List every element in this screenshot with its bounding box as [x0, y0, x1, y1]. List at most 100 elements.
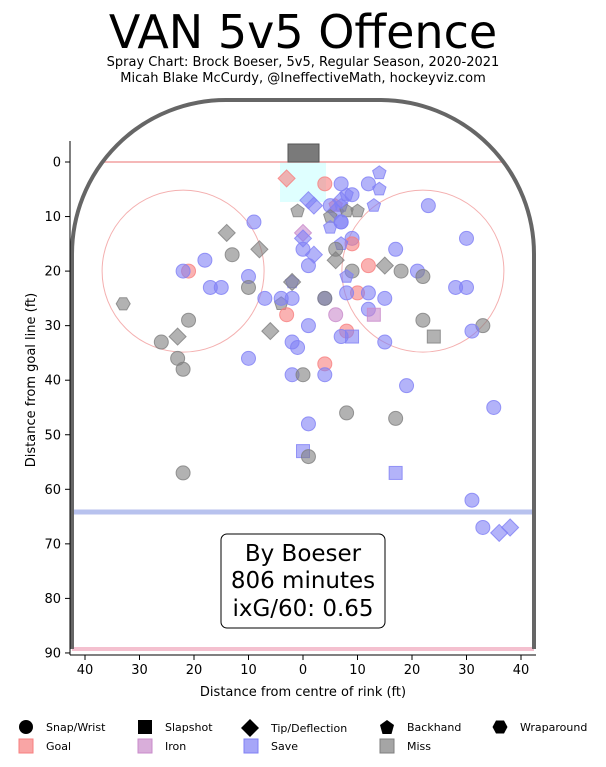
shot-mark	[464, 492, 480, 508]
shot-mark	[393, 263, 409, 279]
chart-title: VAN 5v5 Offence	[108, 5, 498, 59]
shot-mark	[339, 405, 355, 421]
shot-mark	[375, 256, 395, 275]
shot-mark	[175, 263, 191, 279]
shot-mark	[213, 279, 229, 295]
shot-mark	[339, 285, 355, 301]
iron-swatch-icon	[137, 738, 153, 754]
shot-mark	[345, 329, 360, 344]
shot-mark	[420, 198, 436, 214]
y-tick-label: 20	[44, 265, 61, 280]
shot-mark	[333, 176, 349, 192]
shot-mark	[175, 465, 191, 481]
hexagon-icon	[492, 720, 508, 734]
diamond-icon	[241, 719, 259, 737]
shot-mark	[295, 367, 311, 383]
shot-mark	[115, 297, 131, 311]
shot-mark	[290, 339, 306, 355]
legend-item-goal: Goal	[18, 738, 71, 754]
chart-subtitle: Spray Chart: Brock Boeser, 5v5, Regular …	[106, 55, 500, 70]
x-tick-label: 10	[240, 663, 257, 678]
chart-credit: Micah Blake McCurdy, @IneffectiveMath, h…	[120, 71, 486, 86]
axes: 40 30 20 10 0 10 20 30 40 0 10 20 30 40 50 60 70 80 90 Dist…	[24, 141, 536, 700]
pentagon-icon	[380, 720, 394, 734]
shot-mark	[360, 285, 376, 301]
legend-item-snap-wrist: Snap/Wrist	[18, 719, 105, 735]
shot-mark	[317, 367, 333, 383]
y-axis-label: Distance from goal line (ft)	[24, 293, 39, 467]
shot-mark	[304, 196, 324, 215]
shot-mark	[360, 176, 376, 192]
faceoff-circle-left	[101, 189, 265, 353]
y-tick-label: 50	[44, 428, 61, 443]
shot-mark	[181, 312, 197, 328]
legend-item-iron: Iron	[137, 738, 186, 754]
miss-swatch-icon	[379, 738, 395, 754]
legend-item-backhand: Backhand	[379, 719, 461, 735]
info-box-player: By Boeser	[245, 541, 362, 567]
shot-mark	[241, 350, 256, 366]
shot-mark	[241, 279, 256, 295]
shot-mark	[224, 247, 240, 263]
y-tick-label: 70	[44, 537, 61, 552]
shot-mark	[377, 334, 393, 350]
square-icon	[138, 720, 152, 734]
legend-item-miss: Miss	[379, 738, 431, 754]
shot-mark	[323, 219, 338, 234]
shot-mark	[300, 318, 316, 334]
x-tick-label: 20	[404, 663, 421, 678]
shot-mark	[331, 190, 351, 210]
shot-mark	[300, 449, 316, 465]
x-tick-label: 40	[77, 663, 94, 678]
faceoff-circle-right	[341, 189, 505, 353]
shot-mark	[250, 240, 269, 259]
shot-mark	[295, 241, 311, 257]
legend-item-tip-deflection: Tip/Deflection	[241, 719, 347, 737]
y-tick-label: 60	[44, 483, 61, 498]
shot-mark	[339, 268, 354, 283]
shot-mark	[282, 272, 302, 292]
boards	[70, 98, 536, 649]
x-axis-label: Distance from centre of rink (ft)	[200, 685, 406, 700]
shot-mark	[328, 307, 344, 323]
shot-mark	[317, 290, 333, 306]
save-swatch-icon	[243, 738, 259, 754]
shot-mark	[360, 258, 376, 274]
info-box: By Boeser 806 minutes ixG/60: 0.65	[220, 533, 386, 629]
shot-mark	[317, 176, 333, 192]
shot-mark	[486, 399, 502, 415]
shot-mark	[415, 312, 431, 328]
shot-mark	[426, 329, 441, 344]
shot-mark	[377, 290, 393, 306]
shot-mark	[290, 203, 305, 218]
shot-mark	[261, 321, 280, 341]
shot-mark	[168, 327, 187, 346]
shot-mark	[257, 290, 273, 306]
shot-mark	[366, 307, 381, 322]
shot-mark	[388, 465, 403, 480]
y-tick-label: 10	[44, 210, 61, 225]
x-tick-label: 0	[299, 663, 307, 678]
shot-mark	[279, 307, 295, 323]
goal-swatch-icon	[18, 738, 34, 754]
legend-item-slapshot: Slapshot	[137, 719, 213, 735]
info-box-ixg: ixG/60: 0.65	[232, 596, 373, 622]
shot-mark	[475, 519, 491, 535]
shot-mark	[415, 269, 431, 285]
shot-mark	[388, 241, 404, 257]
y-tick-label: 40	[44, 374, 61, 389]
shot-mark	[388, 410, 404, 426]
x-tick-label: 30	[131, 663, 148, 678]
legend: Snap/Wrist Slapshot Tip/Deflection Backh…	[0, 716, 606, 766]
shot-mark	[372, 165, 387, 180]
shot-mark	[300, 416, 316, 432]
shot-mark	[344, 187, 360, 203]
y-tick-label: 0	[53, 156, 61, 171]
x-tick-label: 20	[186, 663, 203, 678]
shot-mark	[153, 334, 169, 350]
x-tick-label: 40	[513, 663, 530, 678]
shot-mark	[459, 230, 474, 246]
shot-mark	[459, 279, 474, 295]
x-tick-label: 10	[349, 663, 366, 678]
